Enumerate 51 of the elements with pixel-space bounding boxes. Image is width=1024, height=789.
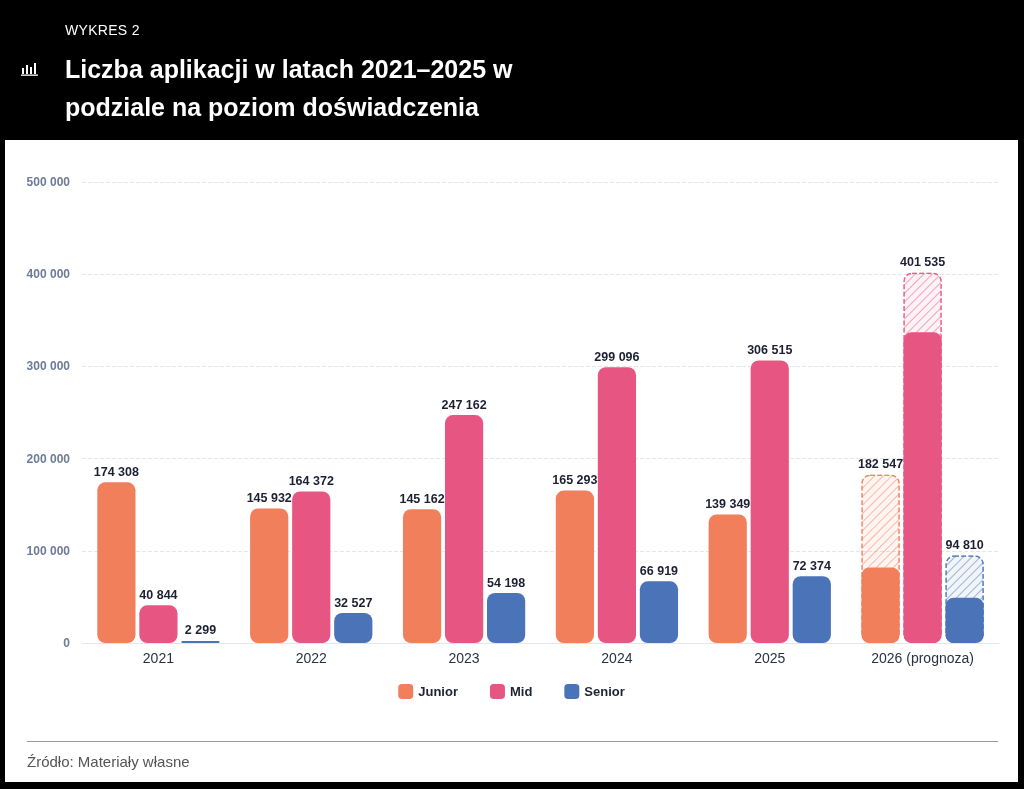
- bar: [181, 640, 220, 643]
- y-tick-label: 400 000: [26, 267, 71, 282]
- text: Źródło: Materiały własne: [27, 753, 190, 770]
- bar: [597, 367, 637, 643]
- x-tick-label: 2026 (prognoza): [871, 650, 974, 666]
- chart-title: Liczba aplikacji w latach 2021–2025 w podziale na poziom doświadczenia: [65, 54, 514, 123]
- y-tick-label: 200 000: [26, 451, 71, 466]
- data-label: 306 515: [747, 342, 793, 357]
- x-tick-label: 2024: [601, 650, 633, 666]
- y-tick-label: 300 000: [26, 359, 71, 374]
- bar: [250, 508, 289, 643]
- bar: [444, 415, 484, 643]
- data-label: 32 527: [334, 595, 373, 610]
- bar: [334, 613, 373, 643]
- bar: [487, 593, 526, 643]
- data-label: 72 374: [792, 558, 831, 573]
- data-label: 145 162: [399, 491, 445, 506]
- bar: [750, 360, 789, 643]
- data-label: 66 919: [639, 563, 679, 578]
- data-label: 164 372: [288, 473, 334, 488]
- data-label: 174 308: [93, 464, 140, 479]
- bar: [139, 605, 178, 643]
- bar: [292, 491, 331, 643]
- y-tick-label: 0: [63, 636, 71, 650]
- legend-label: Mid: [509, 684, 533, 699]
- text: WYKRES 2: [65, 22, 140, 38]
- bar: [639, 581, 679, 643]
- bar: [97, 482, 136, 643]
- data-label: 54 198: [487, 575, 526, 590]
- y-tick-label: 100 000: [26, 543, 71, 558]
- legend-label: Junior: [418, 684, 458, 699]
- bar: [555, 490, 594, 643]
- data-label: 145 932: [246, 490, 292, 505]
- x-tick-label: 2022: [295, 650, 328, 666]
- bar: [708, 514, 747, 643]
- x-tick-label: 2023: [448, 650, 480, 666]
- data-label: 182 547: [857, 457, 904, 472]
- data-label: 2 299: [184, 623, 217, 638]
- data-label: 139 349: [705, 497, 751, 512]
- x-tick-label: 2021: [142, 650, 175, 666]
- data-label: 247 162: [441, 397, 487, 412]
- data-label: 165 293: [552, 473, 598, 488]
- bar: [792, 576, 831, 643]
- data-label: 401 535: [899, 255, 946, 270]
- data-label: 299 096: [594, 349, 640, 364]
- x-tick-label: 2025: [754, 650, 786, 666]
- legend-label: Senior: [584, 684, 625, 699]
- data-label: 40 844: [139, 587, 178, 602]
- data-label: 94 810: [945, 538, 984, 553]
- bar: [402, 509, 442, 643]
- y-tick-label: 500 000: [26, 175, 71, 189]
